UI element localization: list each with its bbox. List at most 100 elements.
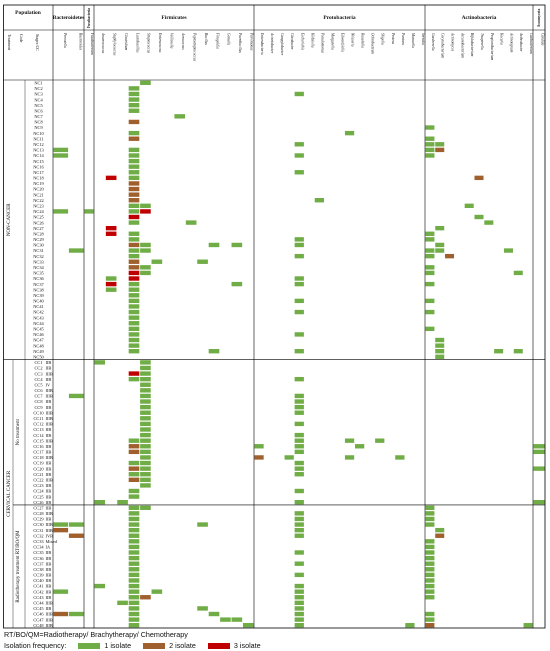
- species-label-shigella: Shigella: [381, 33, 385, 45]
- row-code-NC8: NC8: [34, 120, 43, 125]
- row-stage-CC29: IIB: [46, 517, 52, 522]
- species-label-enterobacteria: Enterobacteria: [260, 32, 264, 55]
- row-code-NC31: NC31: [33, 248, 44, 253]
- row-code-NC17: NC17: [33, 170, 44, 175]
- cell-CC27-streptococcus: [140, 505, 151, 510]
- row-code-CC12: CC12: [33, 422, 43, 427]
- row-code-CC19: CC19: [33, 461, 44, 466]
- row-stage-CC14: IIB: [46, 433, 52, 438]
- cell-NC31-gardnerella: [425, 248, 435, 253]
- header-code: Code: [19, 34, 24, 43]
- row-code-CC36: CC36: [33, 556, 44, 561]
- cell-NC8-lactobacillus: [128, 119, 140, 125]
- cell-NC11-lactobacillus: [128, 136, 140, 141]
- cell-NC19-lactobacillus: [128, 181, 140, 186]
- row-stage-CC1: IIB: [46, 360, 52, 365]
- cell-CC4-escherichia: [294, 376, 304, 382]
- header-population: Population: [15, 10, 41, 16]
- cell-CC46-finegoldia: [208, 611, 220, 617]
- row-code-NC7: NC7: [34, 114, 43, 119]
- row-stage-CC16: IIB: [46, 444, 52, 449]
- cell-NC33-lactobacillus: [128, 259, 140, 264]
- row-code-CC18: CC18: [33, 455, 44, 460]
- cell-NC21-lactobacillus: [128, 192, 140, 197]
- row-code-NC1: NC1: [34, 80, 42, 85]
- cell-CC19-streptococcus: [140, 460, 151, 466]
- cell-NC13-corynebacterium: [435, 147, 445, 153]
- row-stage-CC3: IIIB: [46, 371, 53, 376]
- cell-NC12-gardnerella: [425, 142, 435, 147]
- cell-CC30-bacteroides: [68, 522, 84, 527]
- cell-NC48-corynebacterium: [435, 343, 445, 348]
- row-code-NC37: NC37: [33, 282, 44, 287]
- cell-CC20-escherichia: [294, 466, 304, 471]
- cell-CC21-lactobacillus: [128, 472, 140, 477]
- cell-CC41-lactobacillus: [128, 583, 140, 589]
- row-code-NC19: NC19: [33, 181, 44, 186]
- row-stage-CC6: IIIB: [46, 388, 53, 393]
- cell-CC34-gardnerella: [425, 544, 435, 550]
- cell-CC8-escherichia: [294, 399, 304, 404]
- row-code-NC5: NC5: [34, 103, 43, 108]
- cell-NC38-lactobacillus: [128, 287, 140, 292]
- cell-NC41-lactobacillus: [128, 304, 140, 309]
- row-stage-CC46: IIIB: [46, 612, 53, 617]
- row-code-NC25: NC25: [33, 215, 44, 220]
- cell-NC24-lactobacillus: [128, 209, 140, 214]
- cell-CC36-gardnerella: [425, 555, 435, 561]
- cell-NC14-escherichia: [294, 153, 304, 158]
- row-code-CC41: CC41: [33, 584, 43, 589]
- row-code-CC43: CC43: [33, 595, 44, 600]
- row-stage-CC15: IIIB: [46, 438, 53, 443]
- legend-title: Isolation frequency:: [4, 641, 67, 650]
- cell-CC10-escherichia: [294, 410, 304, 415]
- species-label-ochrobactrum: Ochrobactrum: [371, 33, 375, 54]
- row-stage-CC28: IIIB: [46, 511, 53, 516]
- cell-CC8-streptococcus: [140, 399, 151, 404]
- species-label-bacteroides: Bacteroides: [78, 33, 82, 51]
- cell-NC22-pseudomonas: [314, 198, 325, 203]
- cell-NC40-escherichia: [294, 298, 304, 304]
- cell-CC26-clostridium: [117, 499, 128, 505]
- cell-CC4-streptococcus: [140, 376, 151, 382]
- cell-NC35-arthrobacter: [513, 270, 523, 276]
- row-code-CC16: CC16: [33, 444, 44, 449]
- species-label-staphylococcus: Staphylococcus: [112, 33, 116, 56]
- cell-NC43-lactobacillus: [128, 315, 140, 320]
- cell-NC34-lactobacillus: [128, 265, 140, 270]
- row-code-NC46: NC46: [33, 332, 44, 337]
- cell-CC48-gardnerella: [425, 623, 435, 628]
- species-label-proteus: Proteus: [391, 32, 395, 45]
- cell-NC50-corynebacterium: [435, 354, 445, 359]
- cell-NC23-bifidobacterium: [464, 203, 474, 209]
- cell-CC15-shigella: [375, 438, 385, 443]
- cell-CC18-citrobacter: [284, 455, 294, 460]
- cell-NC28-lactobacillus: [128, 231, 140, 236]
- cell-CC37-lactobacillus: [128, 561, 140, 566]
- cell-CC38-gardnerella: [425, 567, 435, 572]
- species-label-candida: Candida: [540, 33, 544, 46]
- cell-CC19-escherichia: [294, 460, 304, 466]
- cell-CC29-escherichia: [294, 516, 304, 522]
- cell-CC30-escherichia: [294, 522, 304, 527]
- cell-NC29-gardnerella: [425, 237, 435, 242]
- row-stage-CC38: IIB: [46, 567, 52, 572]
- cell-NC12-corynebacterium: [435, 142, 445, 147]
- row-stage-CC30: IIIB: [46, 522, 53, 527]
- cell-CC18-streptococcus: [140, 455, 151, 460]
- cell-CC31-escherichia: [294, 527, 304, 533]
- cell-NC9-gardnerella: [425, 125, 435, 130]
- row-code-NC35: NC35: [33, 271, 44, 276]
- cell-NC14-gardnerella: [425, 153, 435, 158]
- cell-CC32-corynebacterium: [435, 533, 445, 538]
- row-code-NC3: NC3: [34, 92, 43, 97]
- cell-CC32-lactobacillus: [128, 533, 140, 538]
- row-code-CC23: CC23: [33, 483, 44, 488]
- cell-NC29-escherichia: [294, 237, 304, 242]
- row-code-NC33: NC33: [33, 259, 44, 264]
- row-code-CC21: CC21: [33, 472, 43, 477]
- cell-CC28-escherichia: [294, 511, 304, 516]
- row-stage-CC7: IIIB: [46, 394, 53, 399]
- row-code-CC6: CC6: [34, 388, 43, 393]
- cell-CC24-escherichia: [294, 488, 304, 494]
